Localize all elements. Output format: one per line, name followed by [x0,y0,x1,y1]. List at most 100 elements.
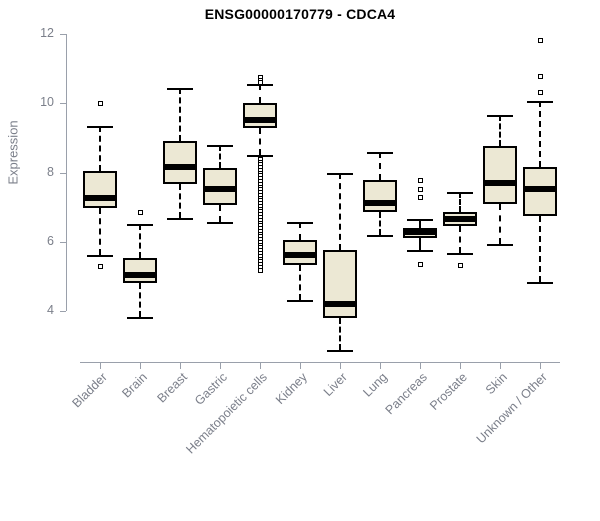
outlier-point [457,263,463,269]
whisker-lower [139,283,141,318]
whisker-upper [339,172,341,251]
x-axis-tick-mark [100,363,101,369]
x-axis-tick-label: Skin [482,370,510,398]
median-line [163,164,197,171]
whisker-cap-upper [167,87,193,90]
x-axis-tick-mark [140,363,141,369]
x-axis-tick-label: Hematopoietic cells [183,370,270,457]
x-axis-tick-label: Kidney [272,370,310,407]
median-line [123,272,157,279]
y-axis-tick-label: 6 [47,233,54,248]
whisker-cap-upper [207,144,233,147]
median-line [83,195,117,202]
x-axis-tick-mark [500,363,501,369]
box-rect [483,145,517,204]
boxplot-figure: ENSG00000170779 - CDCA4 Expression 4 6 8 10… [5,0,560,500]
whisker-upper [219,144,221,168]
whisker-lower [299,264,301,300]
whisker-upper [99,125,101,171]
x-axis-tick-mark [260,363,261,369]
x-axis-tick-mark [380,363,381,369]
box-rect [123,258,157,284]
outlier-point [417,178,423,184]
whisker-cap-upper [407,218,433,221]
y-axis-tick-mark [60,241,66,243]
whisker-lower [459,225,461,253]
y-axis-tick-mark [60,103,66,105]
x-axis-tick-label: Breast [154,370,190,406]
outlier-point [97,264,103,270]
whisker-cap-lower [87,254,113,257]
x-axis-tick-mark [340,363,341,369]
x-axis-line [80,362,560,363]
whisker-cap-upper [287,222,313,224]
median-line [203,186,237,193]
whisker-cap-lower [247,155,273,158]
whisker-upper [499,115,501,146]
whisker-lower [259,127,261,156]
whisker-upper [139,223,141,258]
whisker-cap-lower [167,218,193,221]
x-axis-tick-mark [300,363,301,369]
box-rect [163,140,197,184]
whisker-cap-lower [407,250,433,253]
whisker-cap-upper [327,172,353,175]
y-axis-tick-mark [60,172,66,174]
whisker-cap-lower [327,350,353,353]
whisker-lower [219,205,221,222]
whisker-cap-upper [127,223,153,226]
x-axis-tick-mark [180,363,181,369]
outlier-point [537,90,543,96]
median-line [363,199,397,206]
whisker-upper [179,87,181,141]
median-line [243,116,277,123]
outlier-point [537,38,543,44]
x-axis-tick-label: Unknown / Other [473,370,550,447]
whisker-cap-upper [87,125,113,128]
median-line [403,229,437,236]
box-rect [83,170,117,208]
x-axis-tick-label: Gastric [192,370,230,408]
outlier-point [257,267,263,273]
y-axis-tick-label: 8 [47,164,54,179]
whisker-upper [259,84,261,103]
whisker-cap-lower [287,299,313,302]
x-axis-tick-label: Pancreas [382,370,430,418]
outlier-point [417,187,423,193]
outlier-point [417,195,423,201]
x-axis-tick-mark [540,363,541,369]
median-line [283,251,317,258]
median-line [323,301,357,308]
whisker-cap-lower [487,243,513,246]
y-axis-tick-labels: 4 6 8 10 12 [18,0,54,500]
x-axis-tick-mark [460,363,461,369]
median-line [443,215,477,222]
x-axis-tick-label: Prostate [427,370,470,413]
whisker-lower [499,204,501,244]
page-title: ENSG00000170779 - CDCA4 [204,6,396,22]
whisker-cap-upper [487,115,513,118]
median-line [483,179,517,186]
box-rect [323,250,357,318]
y-axis-tick-label: 12 [40,26,54,40]
whisker-cap-lower [367,234,393,237]
y-axis-tick-label: 4 [47,303,54,317]
outlier-point [257,79,263,85]
whisker-lower [339,317,341,351]
outlier-point [97,101,103,107]
x-axis-tick-label: Liver [320,370,350,400]
whisker-cap-upper [247,84,273,87]
whisker-cap-lower [527,281,553,284]
whisker-lower [419,237,421,251]
whisker-lower [539,215,541,282]
whisker-lower [99,207,101,255]
outlier-point [137,209,143,215]
whisker-upper [379,151,381,181]
x-axis-tick-label: Lung [360,370,390,400]
y-axis-line [66,34,67,311]
outlier-point [537,74,543,80]
whisker-upper [299,222,301,240]
whisker-lower [179,183,181,219]
y-axis-tick-mark [60,311,66,312]
whisker-cap-upper [527,100,553,103]
